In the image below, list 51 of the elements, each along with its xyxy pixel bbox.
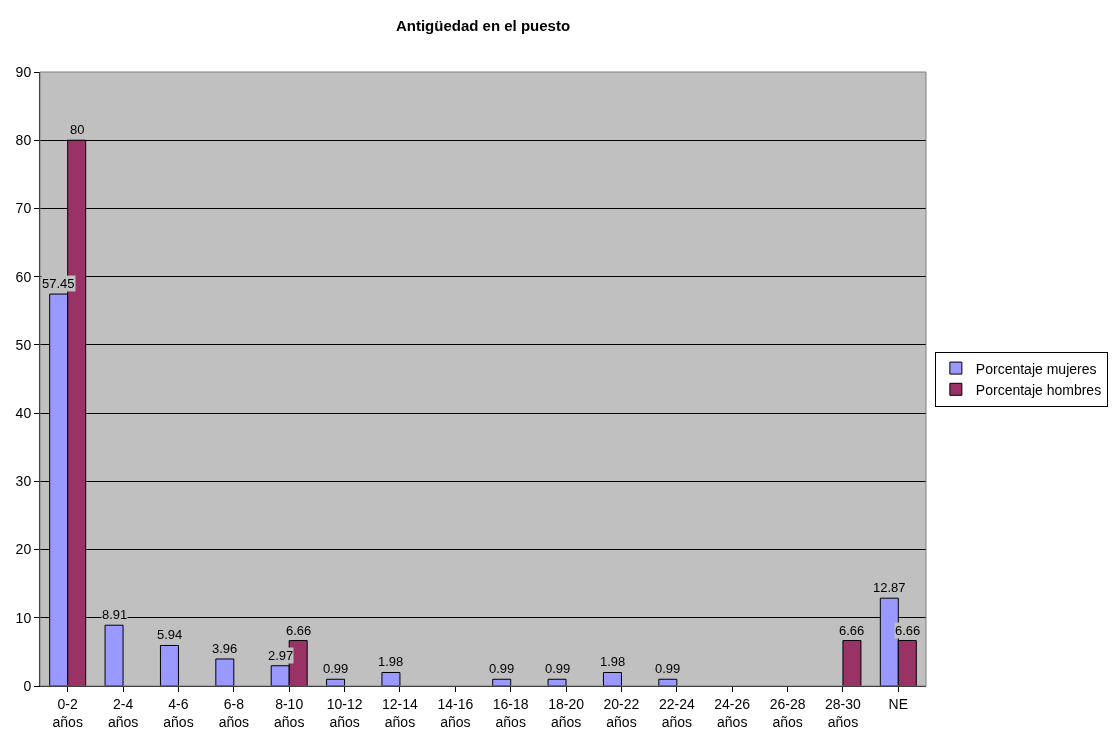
x-tick-label: 24-26 años [714,695,751,730]
x-tick-label: 10-12 años [326,695,363,730]
data-label: 2.97 [268,648,294,663]
y-tick-label: 0 [23,677,32,694]
legend-label: Porcentaje mujeres [975,360,1097,377]
data-label: 6.66 [286,623,312,638]
y-tick-label: 20 [15,541,32,558]
x-tick-label: 14-16 años [437,695,474,730]
x-tick-label: 20-22 años [603,695,640,730]
x-tick-label: 4-6 años [163,695,194,730]
data-label: 0.99 [655,661,681,676]
data-label: 6.66 [895,623,921,638]
bar [159,644,179,686]
y-tick-label: 80 [15,132,32,149]
data-label: 1.98 [600,654,626,669]
bar [381,671,401,686]
bar [215,658,235,686]
y-tick-label: 60 [15,268,32,285]
data-label: 0.99 [489,661,515,676]
x-tick-label: 16-18 años [492,695,529,730]
bar [104,624,124,686]
x-tick-label: 6-8 años [218,695,249,730]
y-tick-label: 30 [15,473,32,490]
bar [602,671,622,686]
y-tick-label: 50 [15,336,32,353]
data-label: 6.66 [839,623,865,638]
y-tick-label: 10 [15,609,32,626]
data-label: 3.96 [212,641,238,656]
y-tick-label: 40 [15,405,32,422]
bar [842,640,862,686]
x-tick-label: 2-4 años [107,695,139,730]
legend-label: Porcentaje hombres [975,381,1102,398]
data-label: 80 [70,122,85,137]
x-tick-label: 8-10 años [274,695,305,730]
x-tick-label: 18-20 años [548,695,585,730]
x-tick-label: 22-24 años [658,695,695,730]
chart-title: Antigüedad en el puesto [395,17,571,35]
x-tick-label: 12-14 años [382,695,419,730]
data-label: 57.45 [42,276,75,291]
x-tick-label: 28-30 años [825,695,862,730]
data-label: 1.98 [378,654,404,669]
x-tick-label: NE [888,695,909,712]
data-label: 5.94 [157,627,183,642]
y-tick-label: 90 [15,63,32,80]
data-label: 0.99 [545,661,571,676]
x-tick-label: 26-28 años [769,695,806,730]
data-label: 12.87 [873,580,906,595]
data-label: 0.99 [323,661,349,676]
data-label: 8.91 [102,607,128,622]
y-tick-label: 70 [15,200,32,217]
x-tick-label: 0-2 años [52,695,83,730]
